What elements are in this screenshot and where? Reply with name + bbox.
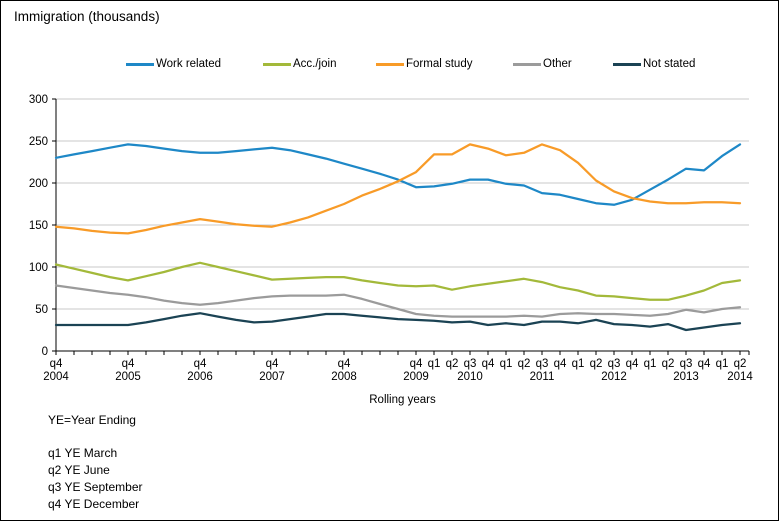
legend-label: Acc./join — [293, 58, 337, 70]
x-quarter-label-36: q4 — [698, 358, 711, 370]
legend-line-swatch-not-stated — [613, 62, 641, 66]
x-quarter-label-38: q2 — [734, 358, 747, 370]
x-quarter-label-23: q3 — [464, 358, 477, 370]
quarter-def-q3: q3 YE September — [48, 480, 143, 494]
x-year-label-2011: 2011 — [530, 371, 555, 383]
x-quarter-label-33: q1 — [644, 358, 657, 370]
x-quarter-label-34: q2 — [662, 358, 675, 370]
legend-item-formal-study: Formal study — [376, 56, 472, 72]
y-tick-label-300: 300 — [29, 94, 48, 106]
x-quarter-label-27: q3 — [536, 358, 549, 370]
x-quarter-label-26: q2 — [518, 358, 531, 370]
x-quarter-label-12: q4 — [266, 358, 279, 370]
x-quarter-label-21: q1 — [428, 358, 441, 370]
quarter-definitions: q1 YE March q2 YE June q3 YE September q… — [48, 445, 143, 513]
legend-line-swatch-work-related — [126, 62, 154, 66]
legend-label: Work related — [156, 58, 221, 70]
x-year-label-2006: 2006 — [187, 371, 213, 383]
x-quarter-label-32: q4 — [626, 358, 639, 370]
series-line-not-stated — [54, 312, 742, 332]
legend-item-work-related: Work related — [126, 56, 221, 72]
x-quarter-label-20: q4 — [410, 358, 423, 370]
quarter-def-q1: q1 YE March — [48, 446, 118, 460]
y-tick-label-150: 150 — [29, 220, 48, 232]
y-tick-label-200: 200 — [29, 178, 48, 190]
x-year-label-2008: 2008 — [331, 371, 357, 383]
x-year-label-2005: 2005 — [115, 371, 141, 383]
series-line-work-related — [54, 143, 742, 206]
quarter-def-q2: q2 YE June — [48, 463, 110, 477]
x-year-label-2004: 2004 — [43, 371, 69, 383]
legend-line-swatch-acc-join — [263, 62, 291, 66]
legend-line-swatch-formal-study — [376, 62, 404, 66]
chart-title: Immigration (thousands) — [14, 9, 160, 24]
x-quarter-label-37: q1 — [716, 358, 729, 370]
x-quarter-label-35: q3 — [680, 358, 693, 370]
x-quarter-label-8: q4 — [194, 358, 207, 370]
legend-label: Formal study — [406, 58, 473, 70]
legend-item-not-stated: Not stated — [613, 56, 695, 72]
x-year-label-2014: 2014 — [727, 371, 753, 383]
legend-item-other: Other — [513, 56, 572, 72]
y-tick-label-50: 50 — [35, 304, 48, 316]
y-tick-label-0: 0 — [42, 346, 48, 358]
x-quarter-label-25: q1 — [500, 358, 513, 370]
line-chart-plot: 0 50 100 150 200 250 300 q4 q4 q4 q4 q4 q4 q1 q2 q3 q4 q1… — [29, 94, 754, 383]
quarter-def-q4: q4 YE December — [48, 497, 140, 511]
legend-line-swatch-other — [513, 62, 541, 66]
legend-label: Other — [543, 58, 572, 70]
x-year-label-2012: 2012 — [601, 371, 627, 383]
series-line-other — [54, 284, 742, 318]
y-tick-label-100: 100 — [29, 262, 48, 274]
x-quarter-label-30: q2 — [590, 358, 603, 370]
x-quarter-label-29: q1 — [572, 358, 585, 370]
x-year-label-2010: 2010 — [457, 371, 483, 383]
x-year-label-2013: 2013 — [673, 371, 699, 383]
y-tick-label-250: 250 — [29, 136, 48, 148]
series-line-formal-study — [54, 143, 742, 235]
x-quarter-label-24: q4 — [482, 358, 495, 370]
x-year-label-2007: 2007 — [259, 371, 285, 383]
x-quarter-label-16: q4 — [338, 358, 351, 370]
legend-item-acc-join: Acc./join — [263, 56, 336, 72]
x-axis-title: Rolling years — [369, 394, 436, 406]
x-year-label-2009: 2009 — [403, 371, 429, 383]
x-quarter-label-31: q3 — [608, 358, 621, 370]
x-quarter-label-22: q2 — [446, 358, 459, 370]
legend-label: Not stated — [643, 58, 696, 70]
x-quarter-label-28: q4 — [554, 358, 567, 370]
x-quarter-label-0: q4 — [50, 358, 63, 370]
x-quarter-label-4: q4 — [122, 358, 135, 370]
series-line-acc-join — [54, 261, 742, 301]
chart-legend: Work related Acc./join Formal study Othe… — [1, 56, 778, 74]
ye-footnote: YE=Year Ending — [48, 413, 136, 427]
